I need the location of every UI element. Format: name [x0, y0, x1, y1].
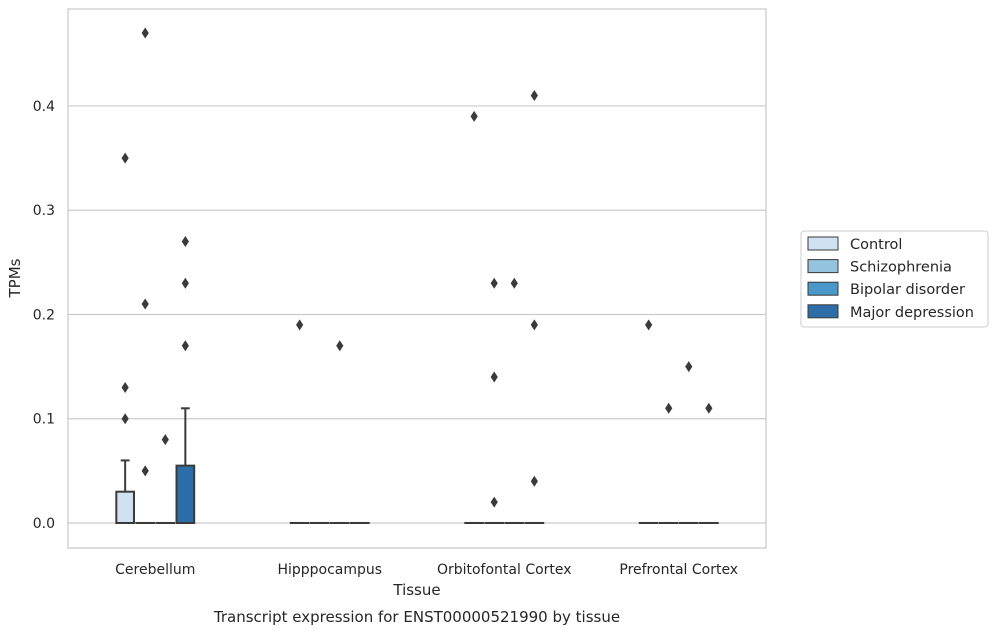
y-tick-label: 0.2: [33, 307, 55, 323]
x-tick-labels: Cerebellum Hipppocampus Orbitofontal Corte…: [115, 562, 738, 578]
outlier-point: [161, 434, 169, 446]
y-tick-labels: 0.0 0.1 0.2 0.3 0.4: [33, 99, 55, 532]
plot-frame: [67, 8, 767, 549]
outlier-point: [141, 27, 149, 39]
box-body: [115, 490, 135, 524]
box: [175, 407, 196, 524]
legend: Control Schizophrenia Bipolar disorder Majo…: [800, 230, 989, 328]
legend-frame: [800, 230, 989, 328]
outlier-point: [181, 277, 189, 289]
outlier-point: [121, 413, 129, 425]
outlier-point: [470, 110, 478, 122]
y-tick-label: 0.3: [33, 203, 55, 219]
y-tick-label: 0.1: [33, 412, 55, 428]
y-tick-label: 0.4: [33, 99, 55, 115]
outlier-point: [490, 496, 498, 508]
legend-label: Control: [850, 237, 902, 253]
x-tick-label: Hipppocampus: [277, 562, 382, 578]
legend-label: Major depression: [850, 305, 974, 321]
x-tick-label: Orbitofontal Cortex: [437, 562, 572, 578]
chart-caption: Transcript expression for ENST0000052199…: [213, 608, 620, 626]
legend-swatch: [807, 281, 839, 296]
outlier-point: [685, 361, 693, 373]
x-tick-label: Cerebellum: [115, 562, 195, 578]
box-series: [115, 407, 719, 524]
outlier-point: [490, 371, 498, 383]
box-body: [175, 464, 196, 524]
x-tick-label: Prefrontal Cortex: [619, 562, 738, 578]
legend-label: Bipolar disorder: [850, 282, 965, 298]
outlier-point: [530, 319, 538, 331]
outlier-point: [530, 90, 538, 102]
outlier-point: [181, 235, 189, 247]
outlier-point: [121, 381, 129, 393]
legend-swatch: [807, 304, 839, 319]
legend-swatch: [807, 259, 839, 274]
outlier-point: [336, 340, 344, 352]
outlier-point: [705, 402, 713, 414]
outlier-point: [141, 298, 149, 310]
outlier-point: [645, 319, 653, 331]
legend-swatch: [807, 236, 839, 251]
x-axis-title: Tissue: [392, 581, 440, 599]
outlier-point: [490, 277, 498, 289]
outlier-point: [296, 319, 304, 331]
outlier-point: [181, 340, 189, 352]
box: [115, 459, 135, 524]
outlier-point: [510, 277, 518, 289]
outlier-point: [141, 465, 149, 477]
outlier-point: [530, 475, 538, 487]
outlier-point: [665, 402, 673, 414]
outlier-points: [121, 27, 713, 508]
y-tick-label: 0.0: [33, 516, 55, 532]
y-axis-title: TPMs: [6, 258, 24, 298]
outlier-point: [121, 152, 129, 164]
legend-label: Schizophrenia: [850, 260, 952, 276]
grid-lines: [68, 105, 766, 524]
